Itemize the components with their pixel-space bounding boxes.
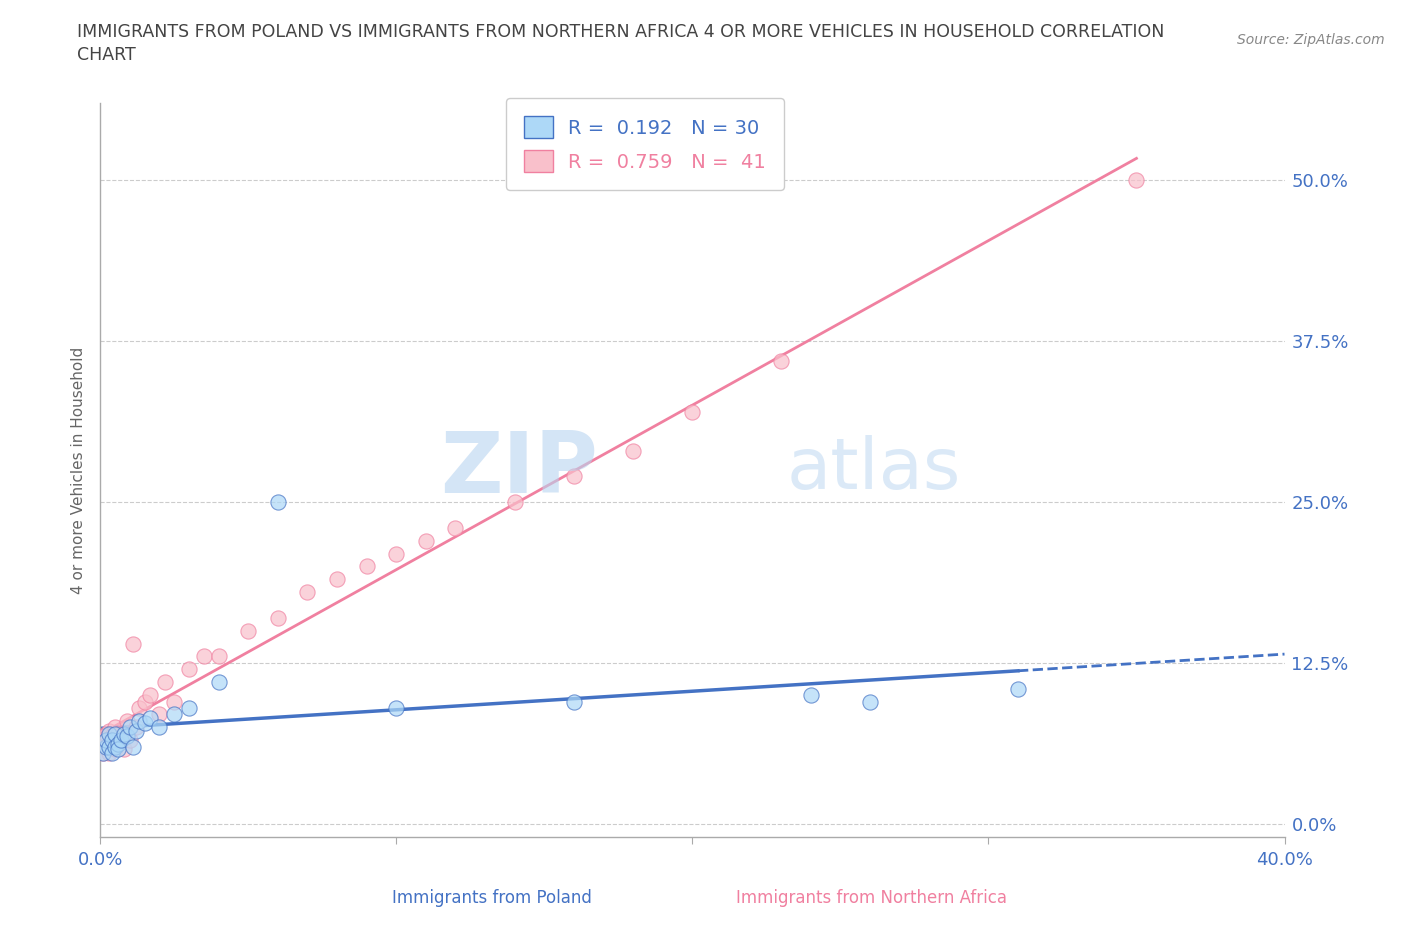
Point <box>91 746 114 761</box>
Point <box>104 742 127 757</box>
Point <box>562 694 585 709</box>
Point <box>415 533 437 548</box>
Point <box>800 687 823 702</box>
Point <box>110 733 132 748</box>
Point <box>207 675 229 690</box>
Point <box>124 724 146 738</box>
Text: Immigrants from Northern Africa: Immigrants from Northern Africa <box>737 889 1007 907</box>
Point <box>94 739 117 754</box>
Point <box>121 739 143 754</box>
Point <box>94 733 117 748</box>
Point <box>118 733 141 748</box>
Text: Source: ZipAtlas.com: Source: ZipAtlas.com <box>1237 33 1385 46</box>
Point <box>621 444 644 458</box>
Point <box>562 469 585 484</box>
Legend: R =  0.192   N = 30, R =  0.759   N =  41: R = 0.192 N = 30, R = 0.759 N = 41 <box>506 99 783 190</box>
Point <box>115 729 138 744</box>
Point <box>107 737 129 751</box>
Point <box>139 687 162 702</box>
Point <box>101 746 124 761</box>
Point <box>110 733 132 748</box>
Y-axis label: 4 or more Vehicles in Household: 4 or more Vehicles in Household <box>72 346 86 593</box>
Point <box>104 726 127 741</box>
Point <box>177 700 200 715</box>
Point <box>385 546 408 561</box>
Point <box>193 649 215 664</box>
Point <box>112 726 135 741</box>
Point <box>101 739 124 754</box>
Point <box>681 405 703 419</box>
Point <box>356 559 378 574</box>
Point <box>1125 173 1147 188</box>
Point <box>859 694 882 709</box>
Point <box>148 720 170 735</box>
Point <box>107 737 129 751</box>
Point <box>444 521 467 536</box>
Point <box>94 726 117 741</box>
Point <box>112 742 135 757</box>
Point <box>326 572 349 587</box>
Point <box>101 733 124 748</box>
Point <box>134 694 156 709</box>
Point <box>98 726 121 741</box>
Point <box>238 623 260 638</box>
Point <box>91 746 114 761</box>
Point <box>98 724 121 738</box>
Text: ZIP: ZIP <box>440 429 598 512</box>
Point <box>104 720 127 735</box>
Text: Immigrants from Poland: Immigrants from Poland <box>392 889 592 907</box>
Point <box>121 636 143 651</box>
Text: IMMIGRANTS FROM POLAND VS IMMIGRANTS FROM NORTHERN AFRICA 4 OR MORE VEHICLES IN : IMMIGRANTS FROM POLAND VS IMMIGRANTS FRO… <box>77 23 1164 41</box>
Point <box>163 694 186 709</box>
Point <box>385 700 408 715</box>
Point <box>101 729 124 744</box>
Point <box>107 726 129 741</box>
Point <box>177 662 200 677</box>
Point <box>91 733 114 748</box>
Point <box>115 713 138 728</box>
Point <box>155 675 177 690</box>
Point <box>98 739 121 754</box>
Point <box>503 495 526 510</box>
Point <box>770 353 793 368</box>
Point <box>148 707 170 722</box>
Point <box>104 739 127 754</box>
Point <box>297 585 319 600</box>
Point <box>139 711 162 725</box>
Point <box>1007 681 1029 696</box>
Point <box>124 720 146 735</box>
Point <box>207 649 229 664</box>
Point <box>94 739 117 754</box>
Text: atlas: atlas <box>787 435 962 504</box>
Point <box>267 495 290 510</box>
Point <box>267 610 290 625</box>
Point <box>107 742 129 757</box>
Point <box>128 700 150 715</box>
Point <box>134 716 156 731</box>
Point <box>128 713 150 728</box>
Text: CHART: CHART <box>77 46 136 64</box>
Point <box>163 707 186 722</box>
Point <box>118 720 141 735</box>
Point <box>98 746 121 761</box>
